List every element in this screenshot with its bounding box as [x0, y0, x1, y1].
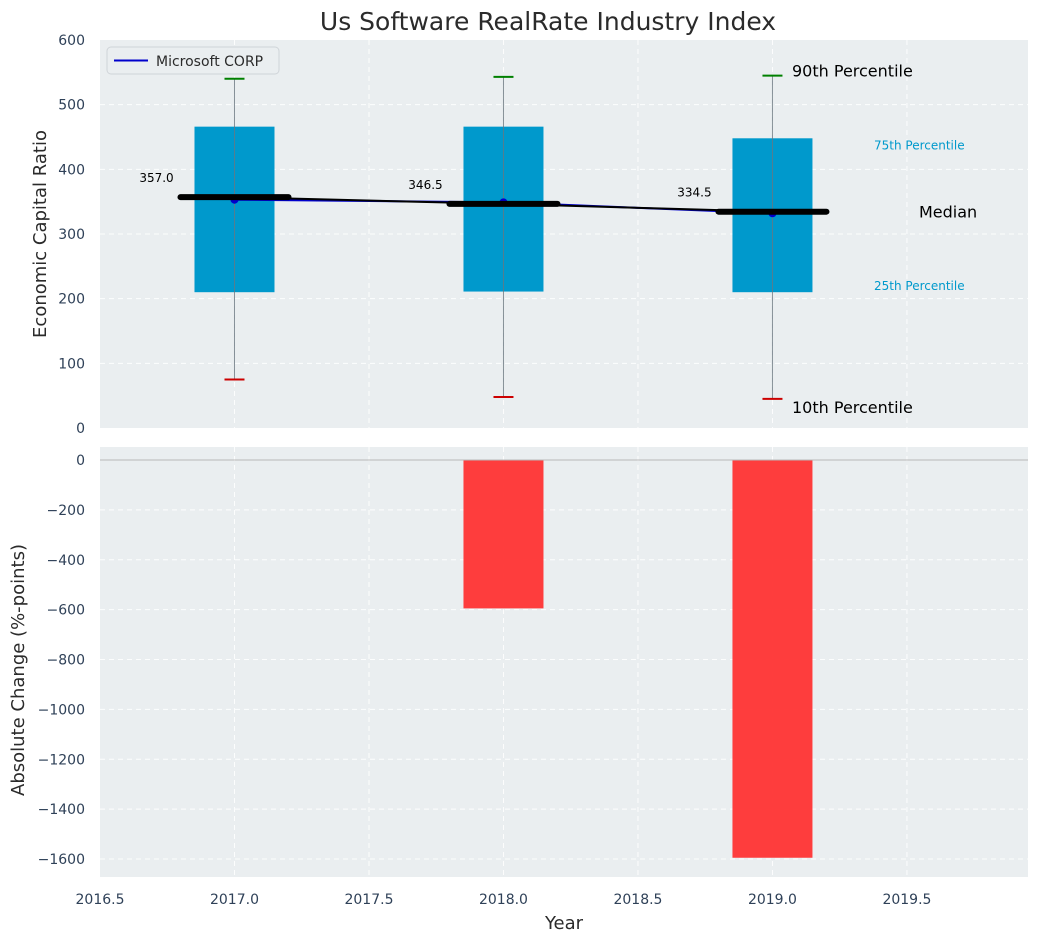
bottom-y-tick-label: −1000: [38, 702, 85, 718]
legend[interactable]: Microsoft CORP: [106, 46, 280, 75]
annotation-median: Median: [919, 203, 977, 222]
top-y-tick-label: 500: [58, 98, 85, 114]
legend-label: Microsoft CORP: [156, 54, 263, 70]
percentile-annotations: 90th Percentile 75th Percentile Median 25th…: [792, 62, 977, 417]
top-y-tick-labels: 0 100 200 300 400 500 600: [58, 33, 85, 437]
x-tick-label: 2019.0: [748, 892, 797, 908]
change-bars: [463, 460, 813, 858]
annotation-75th: 75th Percentile: [874, 138, 965, 152]
bottom-y-tick-label: −1600: [38, 852, 85, 868]
change-bar: [463, 460, 544, 609]
bottom-y-tick-labels: 0 −200 −400 −600 −800 −1000 −1200 −1400 −1600: [38, 453, 85, 868]
x-tick-label: 2018.5: [613, 892, 662, 908]
x-tick-label: 2019.5: [882, 892, 931, 908]
x-axis-label: Year: [544, 913, 584, 934]
chart-title: Us Software RealRate Industry Index: [320, 7, 776, 36]
top-y-tick-label: 300: [58, 227, 85, 243]
bottom-y-tick-label: −600: [47, 603, 85, 619]
top-y-tick-label: 0: [76, 421, 85, 437]
bottom-y-tick-label: −800: [47, 653, 85, 669]
bottom-y-tick-label: −400: [47, 553, 85, 569]
top-y-axis-label: Economic Capital Ratio: [30, 130, 51, 338]
change-bar: [732, 460, 813, 858]
top-y-tick-label: 400: [58, 162, 85, 178]
bottom-panel-background: [100, 447, 1028, 877]
annotation-25th: 25th Percentile: [874, 279, 965, 293]
annotation-90th: 90th Percentile: [792, 62, 913, 81]
bottom-y-tick-label: 0: [76, 453, 85, 469]
annotation-10th: 10th Percentile: [792, 398, 913, 417]
x-tick-label: 2016.5: [76, 892, 125, 908]
x-tick-label: 2017.5: [344, 892, 393, 908]
bottom-y-axis-label: Absolute Change (%-points): [8, 544, 29, 796]
bottom-y-tick-label: −200: [47, 503, 85, 519]
median-markers: 357.0 346.5 334.5: [139, 171, 830, 215]
median-value-label: 357.0: [139, 171, 173, 185]
x-tick-label: 2017.0: [210, 892, 259, 908]
legend-box: [106, 46, 280, 75]
bottom-y-tick-label: −1200: [38, 752, 85, 768]
x-tick-labels: 2016.5 2017.0 2017.5 2018.0 2018.5 2019.0 2019…: [76, 892, 932, 908]
top-y-tick-label: 600: [58, 33, 85, 49]
top-y-tick-label: 100: [58, 356, 85, 372]
median-value-label: 346.5: [408, 178, 442, 192]
top-y-tick-label: 200: [58, 292, 85, 308]
bottom-y-tick-label: −1400: [38, 802, 85, 818]
box-series: [194, 74, 813, 400]
median-value-label: 334.5: [677, 186, 711, 200]
x-tick-label: 2018.0: [479, 892, 528, 908]
